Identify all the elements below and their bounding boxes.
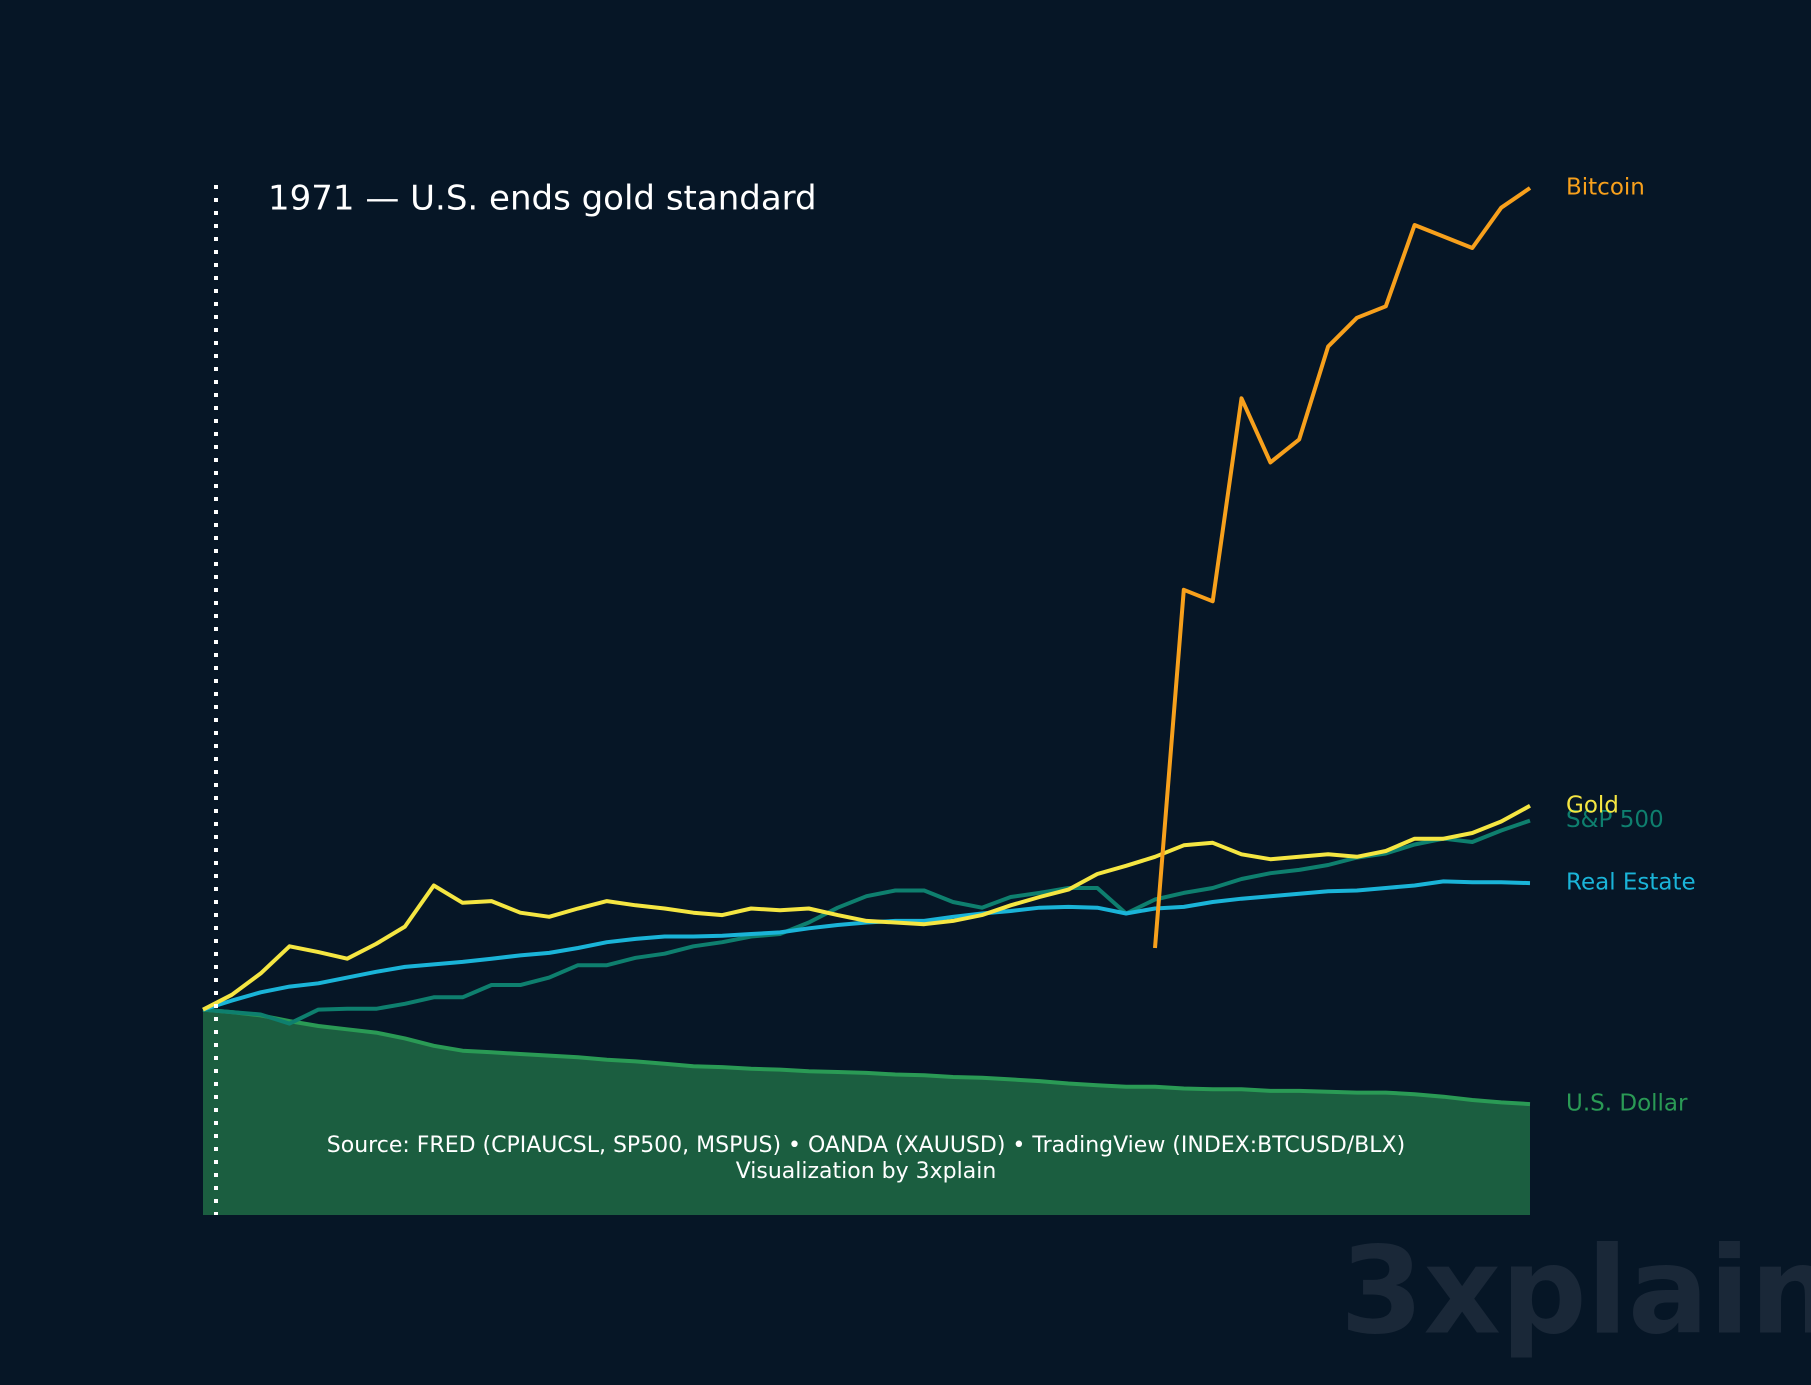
annotation: 1971 — U.S. ends gold standard (268, 179, 817, 219)
line (202, 818, 1531, 1026)
line (202, 1007, 1531, 1107)
legend-label: S&P 500 (1566, 807, 1664, 833)
legend-label: Bitcoin (1566, 175, 1645, 201)
watermark: 3xplain (1340, 1223, 1811, 1362)
legend-label: Gold (1566, 792, 1619, 818)
legend-label: Real Estate (1566, 870, 1696, 896)
line (1153, 186, 1532, 949)
area (203, 1009, 1530, 1215)
source: Source: FRED (CPIAUCSL, SP500, MSPUS) • … (327, 1133, 1405, 1158)
credit: Visualization by 3xplain (736, 1159, 997, 1184)
plot (202, 186, 1532, 1215)
legend-label: U.S. Dollar (1566, 1091, 1688, 1117)
line (202, 804, 1531, 1012)
